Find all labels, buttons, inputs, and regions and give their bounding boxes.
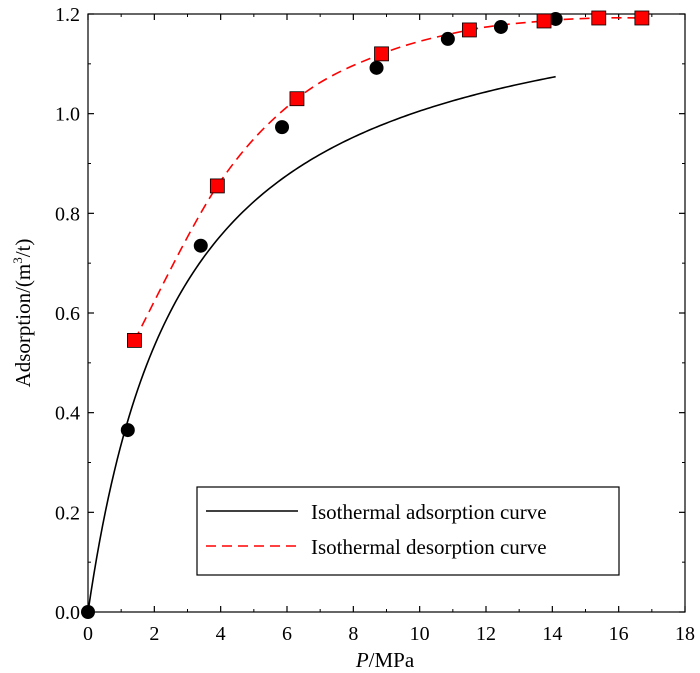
x-axis-title: P/MPa <box>355 648 415 672</box>
desorption-point <box>634 10 650 26</box>
desorption-point <box>374 46 389 62</box>
legend-desorption-label: Isothermal desorption curve <box>311 535 547 559</box>
y-tick-label: 0.4 <box>55 403 80 425</box>
axis-tick-labels: 0 2 4 6 8 10 12 14 16 18 0.0 0.2 0.4 0.6 0.8 1.0 1.2 <box>55 4 695 645</box>
x-tick-label: 14 <box>542 623 562 645</box>
adsorption-point <box>548 11 563 26</box>
y-axis-title-base: Adsorption/(m <box>11 264 35 388</box>
desorption-point <box>289 91 305 107</box>
x-axis-title-variable: P <box>355 648 369 672</box>
legend: Isothermal adsorption curve Isothermal d… <box>196 486 620 576</box>
y-tick-label: 0.6 <box>55 303 80 325</box>
x-tick-label: 16 <box>609 623 629 645</box>
y-tick-label: 0.8 <box>55 203 80 225</box>
desorption-point <box>591 10 607 26</box>
desorption-point <box>209 178 225 194</box>
x-tick-label: 12 <box>476 623 496 645</box>
x-tick-label: 0 <box>83 623 93 645</box>
x-tick-label: 6 <box>282 623 292 645</box>
adsorption-point <box>369 60 384 75</box>
y-axis-title: Adsorption/(m3/t) <box>10 239 35 388</box>
desorption-point <box>536 13 552 29</box>
y-axis-title-tail: /t) <box>11 239 35 258</box>
x-tick-label: 8 <box>348 623 358 645</box>
y-tick-label: 0.2 <box>55 502 80 524</box>
x-tick-label: 2 <box>149 623 159 645</box>
y-tick-label: 1.2 <box>55 4 80 26</box>
series-markers <box>81 10 650 619</box>
adsorption-point <box>493 19 508 34</box>
legend-adsorption-label: Isothermal adsorption curve <box>311 500 547 524</box>
y-tick-label: 0.0 <box>55 602 80 624</box>
desorption-point <box>127 333 142 348</box>
axis-ticks <box>87 13 686 613</box>
x-tick-label: 18 <box>675 623 695 645</box>
adsorption-point <box>193 238 208 253</box>
x-tick-label: 4 <box>216 623 226 645</box>
y-tick-label: 1.0 <box>55 104 80 126</box>
legend-box <box>196 486 620 576</box>
adsorption-point <box>440 31 455 46</box>
adsorption-curve <box>87 75 556 613</box>
x-axis-title-unit: /MPa <box>369 648 415 672</box>
adsorption-point <box>120 423 135 438</box>
desorption-point <box>462 22 477 38</box>
y-axis-title-superscript: 3 <box>10 257 25 264</box>
adsorption-point <box>81 605 95 619</box>
adsorption-point <box>275 120 290 135</box>
x-tick-label: 10 <box>410 623 430 645</box>
